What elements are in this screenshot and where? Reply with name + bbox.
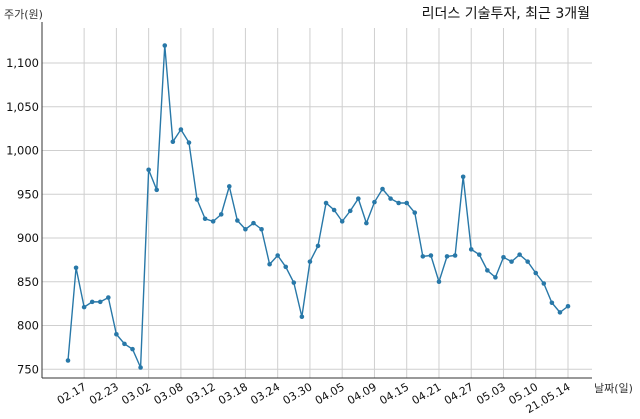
- price-point: [138, 365, 143, 370]
- x-axis-label: 날짜(일): [594, 381, 633, 395]
- price-point: [170, 139, 176, 145]
- price-point: [388, 196, 393, 201]
- price-point: [565, 303, 571, 309]
- price-point: [420, 254, 426, 259]
- price-point: [114, 331, 119, 337]
- price-point: [364, 220, 369, 226]
- x-tick-label: 04.21: [410, 380, 444, 407]
- price-point: [275, 253, 280, 258]
- price-point: [81, 304, 87, 310]
- x-tick-label: 05.03: [474, 380, 508, 407]
- price-point: [194, 197, 200, 202]
- price-point: [291, 280, 297, 285]
- x-tick-label: 03.02: [119, 380, 153, 407]
- y-tick-label: 900: [17, 231, 39, 245]
- price-point: [235, 218, 240, 223]
- price-point: [517, 252, 522, 257]
- price-point: [162, 43, 168, 48]
- y-axis-label: 주가(원): [4, 8, 43, 21]
- price-point: [356, 196, 361, 201]
- price-point: [218, 212, 224, 217]
- price-point: [146, 167, 151, 173]
- price-point: [372, 199, 377, 205]
- axes: [41, 22, 592, 379]
- price-point: [436, 279, 442, 285]
- price-point: [97, 299, 103, 305]
- price-point: [493, 275, 498, 280]
- price-point: [307, 259, 313, 264]
- price-point: [267, 261, 272, 267]
- price-point: [404, 200, 410, 206]
- x-tick-label: 02.23: [87, 380, 121, 407]
- y-tick-labels: 750 800 850 900 950 1,000 1,050 1,100: [6, 56, 39, 376]
- price-point: [202, 216, 208, 222]
- price-point: [178, 127, 184, 132]
- price-point: [557, 310, 563, 315]
- price-point: [509, 259, 514, 264]
- x-tick-labels: 02.1702.2303.0203.0803.1203.1803.2403.30…: [55, 380, 573, 416]
- price-point: [331, 207, 337, 213]
- price-point: [154, 187, 160, 193]
- x-tick-label: 04.09: [345, 380, 379, 407]
- price-point: [65, 358, 71, 363]
- price-point: [428, 253, 434, 258]
- price-point: [186, 140, 192, 145]
- price-point: [412, 210, 418, 215]
- price-point: [122, 341, 127, 347]
- price-point: [106, 295, 111, 300]
- y-tick-label: 750: [17, 362, 39, 376]
- x-tick-label: 03.18: [216, 380, 250, 407]
- x-tick-label: 04.27: [442, 380, 476, 407]
- x-tick-label: 03.08: [152, 380, 186, 407]
- x-tick-label: 03.24: [248, 380, 282, 407]
- price-point: [452, 253, 458, 258]
- price-point: [243, 226, 248, 232]
- price-point: [339, 219, 345, 224]
- price-point: [130, 346, 135, 352]
- y-tick-label: 800: [17, 319, 39, 333]
- price-point: [315, 243, 321, 249]
- price-point: [549, 300, 555, 306]
- price-point: [323, 200, 329, 206]
- price-series: [65, 43, 571, 370]
- price-point: [283, 264, 289, 270]
- chart-title: 리더스 기술투자, 최근 3개월: [422, 6, 590, 22]
- y-tick-label: 850: [17, 275, 39, 289]
- price-point: [210, 219, 216, 224]
- price-point: [89, 299, 95, 305]
- price-point: [380, 186, 385, 192]
- price-point: [259, 226, 264, 232]
- price-point: [251, 220, 256, 226]
- price-point: [541, 281, 547, 286]
- x-tick-label: 04.15: [377, 380, 411, 407]
- price-point: [485, 268, 490, 273]
- price-point: [501, 254, 506, 260]
- price-line: [67, 45, 569, 368]
- price-point: [468, 247, 474, 252]
- x-tick-label: 02.17: [55, 380, 89, 407]
- price-point: [226, 184, 232, 189]
- y-tick-label: 1,000: [6, 144, 39, 158]
- y-tick-label: 950: [17, 187, 39, 201]
- price-point: [396, 200, 401, 206]
- price-point: [525, 259, 530, 264]
- price-point: [460, 174, 466, 180]
- y-tick-label: 1,100: [6, 56, 39, 70]
- price-point: [444, 254, 450, 259]
- price-point: [73, 265, 79, 271]
- x-tick-label: 03.12: [184, 380, 218, 407]
- y-tick-label: 1,050: [6, 100, 39, 114]
- price-point: [347, 208, 353, 214]
- price-point: [533, 270, 539, 276]
- grid-lines: [42, 28, 592, 378]
- x-tick-label: 03.30: [281, 380, 315, 407]
- x-tick-label: 04.05: [313, 380, 347, 407]
- price-point: [299, 314, 305, 320]
- price-point: [476, 252, 482, 257]
